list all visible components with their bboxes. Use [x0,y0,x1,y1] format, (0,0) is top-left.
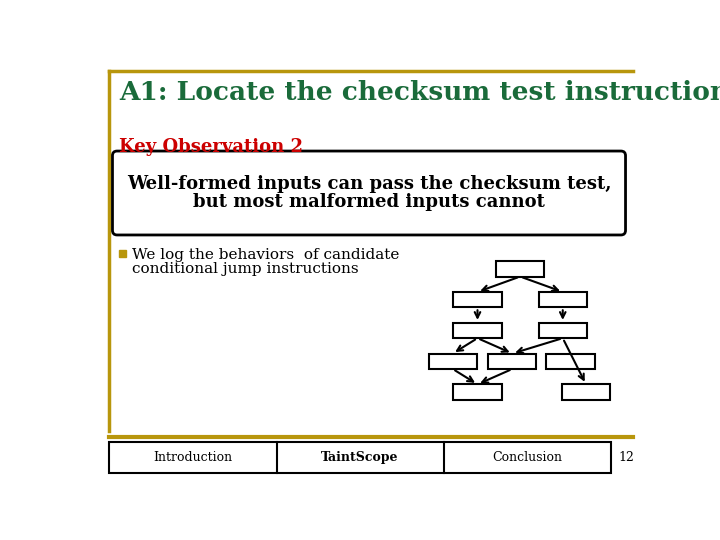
Text: A1: Locate the checksum test instruction: A1: Locate the checksum test instruction [120,80,720,105]
Text: Key Observation 2: Key Observation 2 [120,138,303,156]
Text: Conclusion: Conclusion [492,451,562,464]
Bar [496,261,544,276]
Bar [454,384,502,400]
Text: Well-formed inputs can pass the checksum test,: Well-formed inputs can pass the checksum… [127,175,611,193]
Text: conditional jump instructions: conditional jump instructions [132,262,359,276]
Bar [454,292,502,307]
Text: We log the behaviors  of candidate: We log the behaviors of candidate [132,248,399,262]
Bar [546,354,595,369]
Bar [488,354,536,369]
Text: Introduction: Introduction [153,451,233,464]
Bar [562,384,610,400]
Text: 12: 12 [618,451,634,464]
Text: but most malformed inputs cannot: but most malformed inputs cannot [193,193,545,211]
Text: TaintScope: TaintScope [321,451,399,464]
Bar [539,323,587,338]
Bar [428,354,477,369]
Bar [109,442,611,473]
Bar [539,292,587,307]
Bar [120,249,127,256]
Bar [454,323,502,338]
FancyBboxPatch shape [112,151,626,235]
